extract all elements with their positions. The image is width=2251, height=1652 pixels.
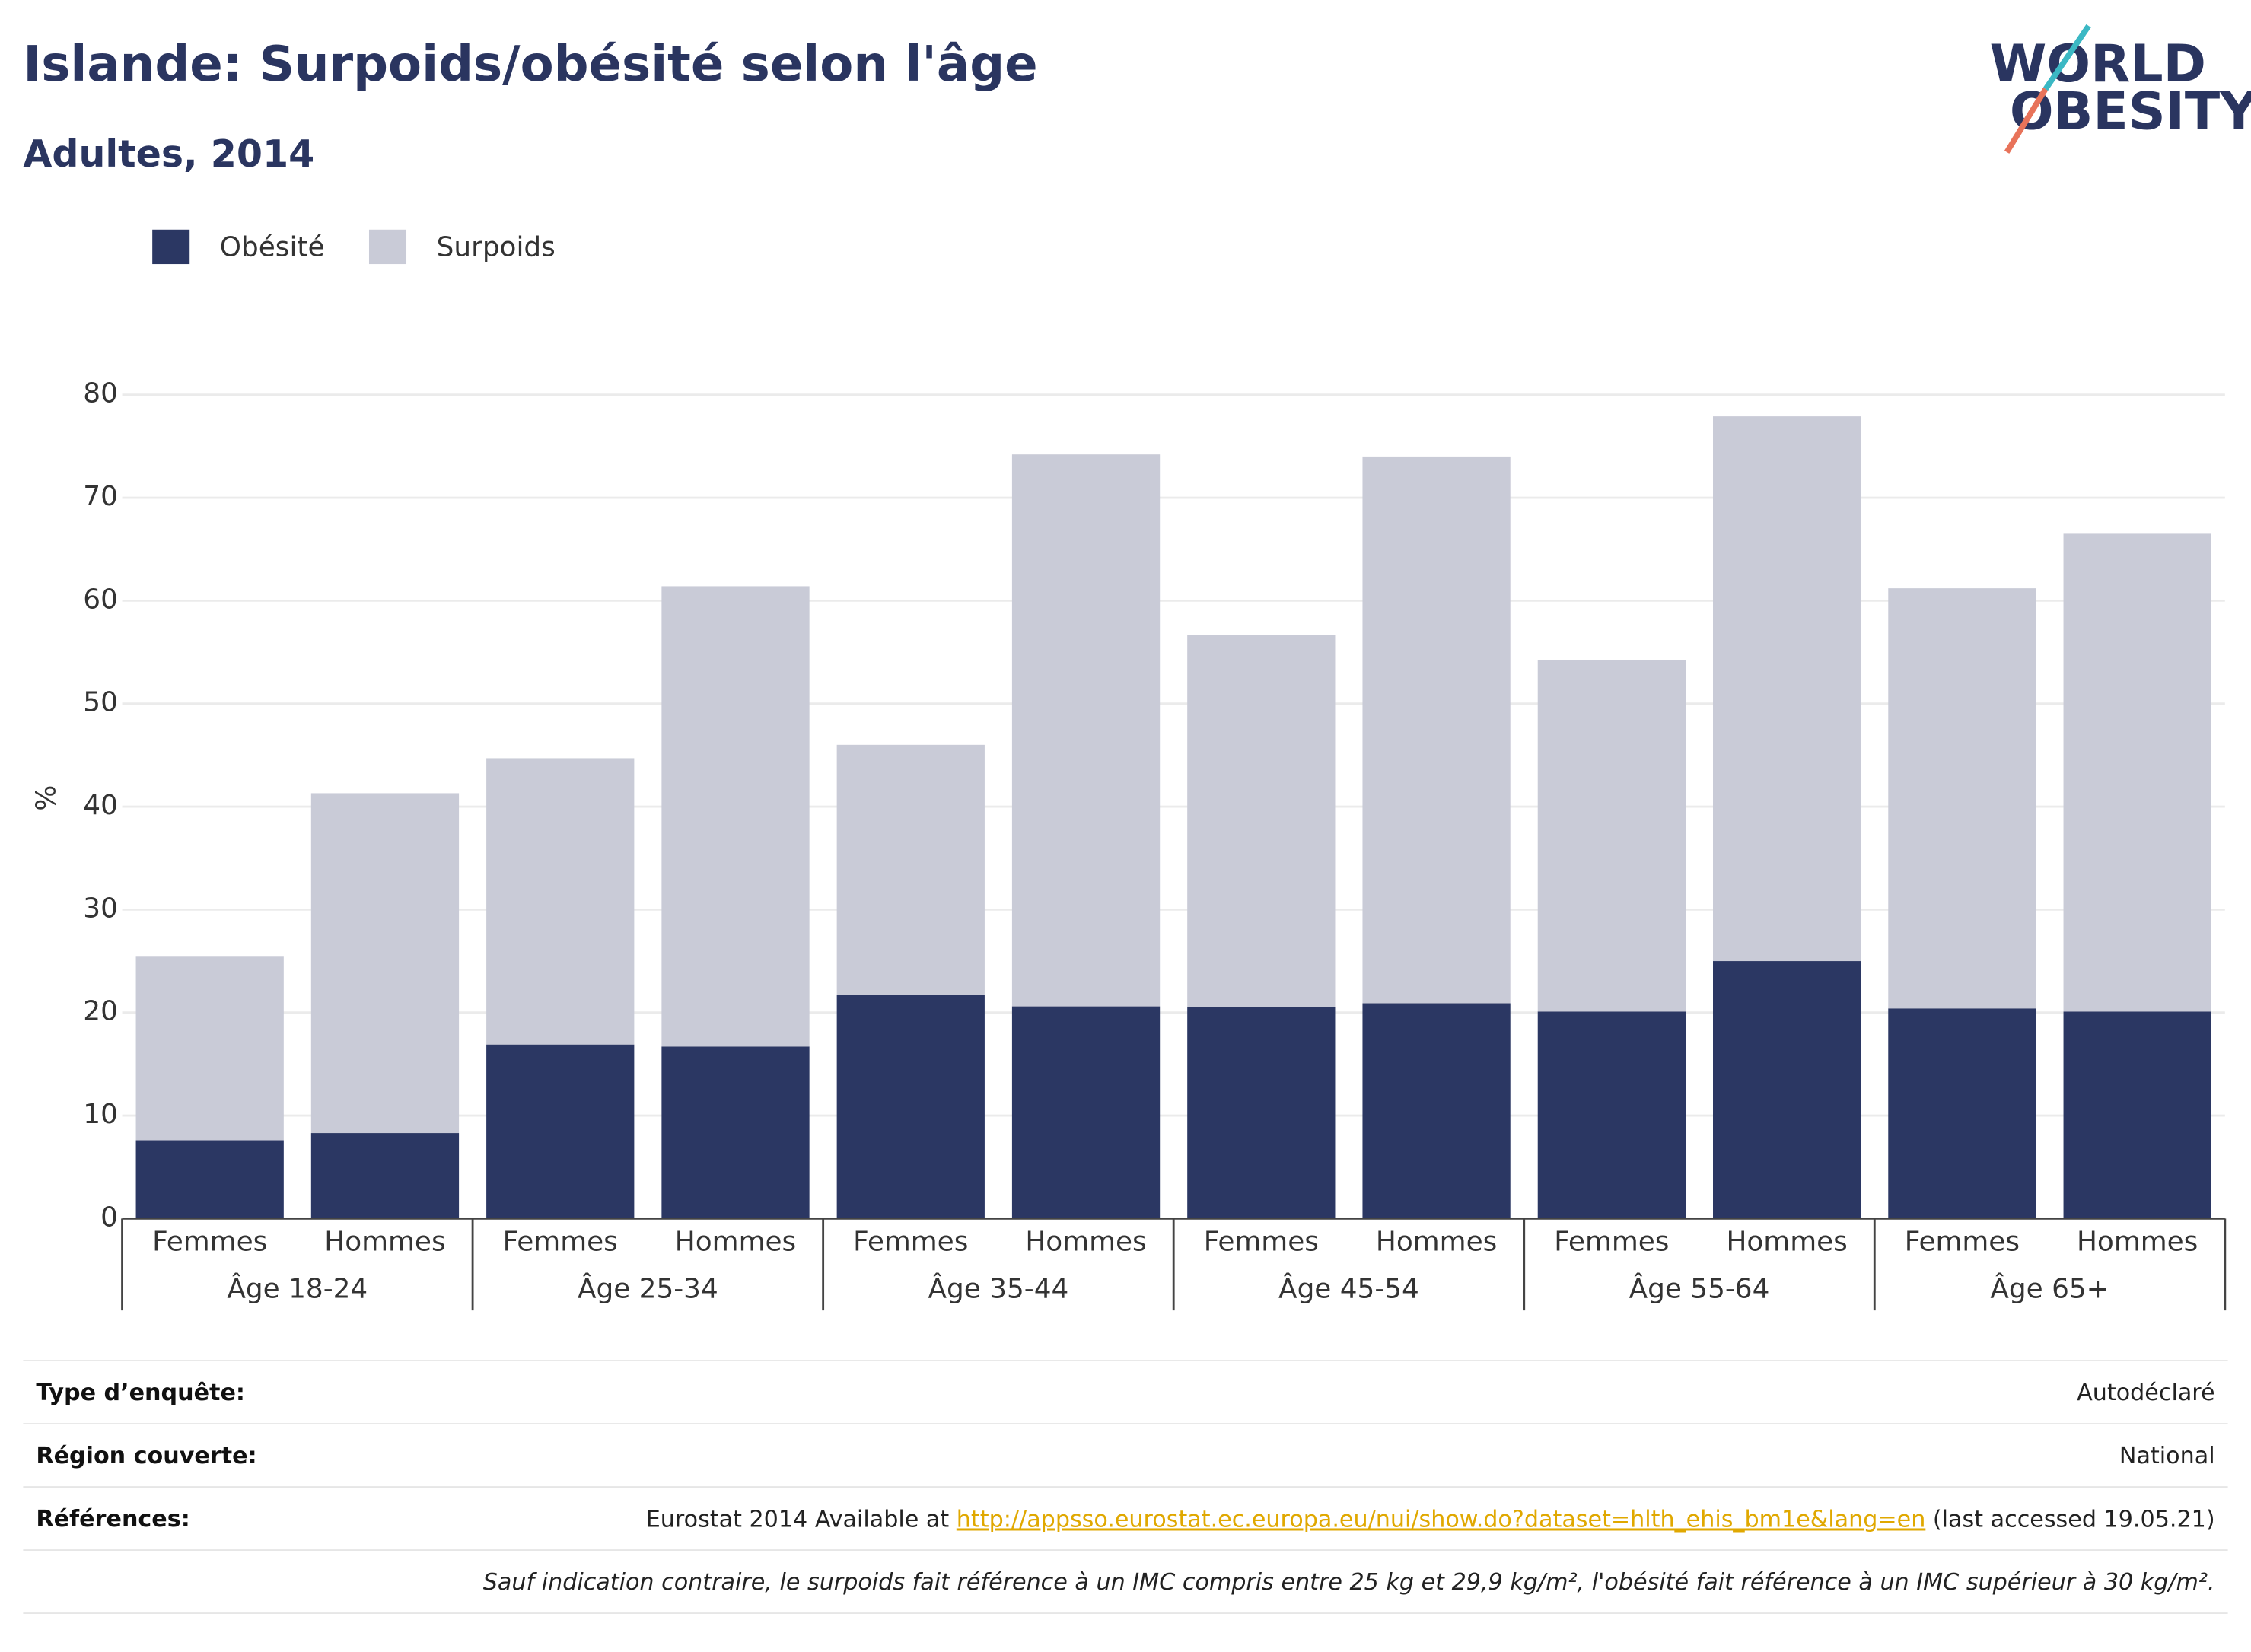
bar (1888, 1008, 2036, 1219)
group-label: Âge 25-34 (578, 1273, 718, 1305)
legend-swatch (152, 229, 190, 265)
x-tick-label: Hommes (324, 1226, 445, 1257)
x-tick-label: Femmes (853, 1226, 968, 1257)
x-tick-label: Hommes (1025, 1226, 1146, 1257)
bar (486, 758, 635, 1045)
bar (1362, 456, 1511, 1004)
legend-swatch (368, 229, 407, 265)
x-tick-label: Hommes (1376, 1226, 1497, 1257)
bar (2063, 533, 2211, 1012)
y-tick-label: 0 (100, 1202, 118, 1233)
group-label: Âge 45-54 (1278, 1273, 1419, 1305)
y-tick-label: 50 (83, 687, 118, 718)
x-tick-label: Femmes (1204, 1226, 1319, 1257)
x-tick-label: Hommes (2077, 1226, 2198, 1257)
x-tick-label: Femmes (503, 1226, 618, 1257)
bar (1362, 1003, 1511, 1219)
group-label: Âge 55-64 (1629, 1273, 1770, 1305)
bar (1713, 961, 1861, 1219)
bar (310, 1133, 460, 1219)
bar (1537, 1011, 1686, 1219)
bar (1011, 454, 1161, 1007)
table-label: Références: (36, 1506, 189, 1533)
y-tick-label: 30 (83, 893, 118, 924)
y-axis-label: % (30, 785, 62, 811)
logo-text: OBESITY (2010, 81, 2251, 142)
table-label: Région couverte: (36, 1443, 256, 1469)
x-tick-label: Femmes (152, 1226, 267, 1257)
chart-subtitle: Adultes, 2014 (23, 132, 314, 176)
group-label: Âge 35-44 (928, 1273, 1069, 1305)
footnote: Sauf indication contraire, le surpoids f… (483, 1569, 2215, 1596)
bar (310, 793, 460, 1134)
bar (1537, 660, 1686, 1012)
legend-label: Obésité (220, 231, 325, 263)
group-label: Âge 18-24 (227, 1273, 368, 1305)
bar (1713, 416, 1861, 962)
bar (486, 1044, 635, 1219)
table-text: (last accessed 19.05.21) (1925, 1506, 2214, 1533)
logo-slash (2042, 24, 2091, 91)
bar (135, 956, 284, 1141)
y-tick-label: 60 (83, 584, 118, 615)
y-tick-label: 80 (83, 378, 118, 409)
table-label: Type d’enquête: (36, 1380, 245, 1406)
bar (661, 586, 810, 1047)
bar (836, 744, 985, 995)
table-text: Eurostat 2014 Available at (646, 1506, 957, 1533)
y-tick-label: 40 (83, 790, 118, 821)
x-tick-label: Hommes (675, 1226, 796, 1257)
x-tick-label: Femmes (1554, 1226, 1669, 1257)
y-tick-label: 20 (83, 996, 118, 1027)
bar (1888, 588, 2036, 1009)
bar (1187, 635, 1336, 1007)
bar (836, 995, 985, 1219)
bar (661, 1046, 810, 1219)
logo-text: WORLD (1989, 34, 2206, 94)
bar (1011, 1006, 1161, 1219)
bar (1187, 1007, 1336, 1219)
table-value: National (2119, 1443, 2215, 1469)
legend-label: Surpoids (437, 231, 556, 263)
y-tick-label: 10 (83, 1099, 118, 1130)
x-tick-label: Femmes (1905, 1226, 2020, 1257)
y-tick-label: 70 (83, 481, 118, 512)
table-value: Eurostat 2014 Available at http://appsso… (646, 1506, 2215, 1533)
bar (135, 1140, 284, 1219)
logo-slash (2004, 87, 2049, 154)
table-value: Autodéclaré (2077, 1380, 2214, 1406)
x-tick-label: Hommes (1726, 1226, 1847, 1257)
group-label: Âge 65+ (1990, 1273, 2109, 1305)
chart-title: Islande: Surpoids/obésité selon l'âge (23, 36, 1037, 93)
bar (2063, 1011, 2211, 1219)
reference-link: http://appsso.eurostat.ec.europa.eu/nui/… (957, 1506, 1926, 1533)
